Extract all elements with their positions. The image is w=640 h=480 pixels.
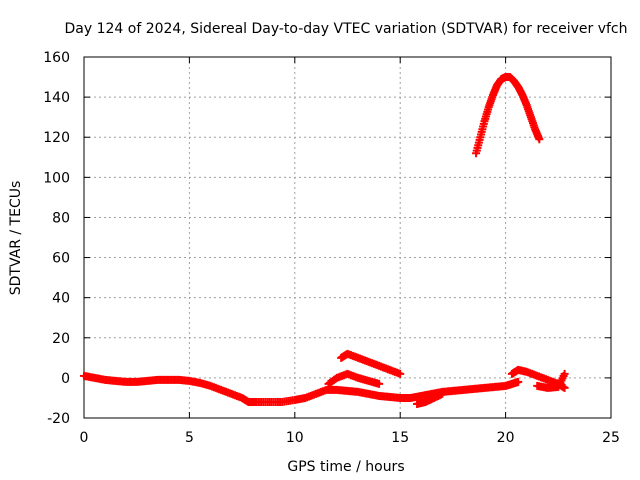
series-track-2 [324,369,384,388]
y-tick-label: 120 [43,130,70,146]
data-point [560,383,569,392]
data-point [396,369,405,378]
y-tick-label: 40 [52,291,70,307]
chart-title: Day 124 of 2024, Sidereal Day-to-day VTE… [64,21,627,37]
x-tick-label: 25 [602,430,620,446]
data-point [375,379,384,388]
y-tick-label: 60 [52,251,70,267]
x-tick-label: 10 [286,430,304,446]
x-tick-label: 0 [80,430,89,446]
x-tick-label: 15 [391,430,409,446]
x-tick-label: 20 [497,430,515,446]
y-axis-label: SDTVAR / TECUs [8,181,24,296]
plot-frame [83,56,612,419]
data-points [80,73,569,408]
series-track-6 [533,369,569,392]
data-point [535,135,544,144]
x-axis-label: GPS time / hours [287,459,404,475]
axis-ticks: 0 5 10 15 20 25 -20 0 20 40 60 80 100 120 140 160 [43,50,620,446]
y-tick-label: 100 [43,170,70,186]
series-track-4 [472,73,544,158]
series-track-7 [413,389,447,408]
y-tick-label: 0 [61,371,70,387]
y-tick-label: 140 [43,90,70,106]
data-point [514,377,523,386]
grid-lines [84,57,611,418]
data-point [438,389,447,398]
y-tick-label: -20 [47,411,70,427]
y-tick-label: 80 [52,210,70,226]
series-track-3 [337,349,405,378]
y-tick-label: 160 [43,50,70,66]
y-tick-label: 20 [52,331,70,347]
series-track-1 [80,371,523,406]
data-point [560,369,569,378]
x-tick-label: 5 [185,430,194,446]
